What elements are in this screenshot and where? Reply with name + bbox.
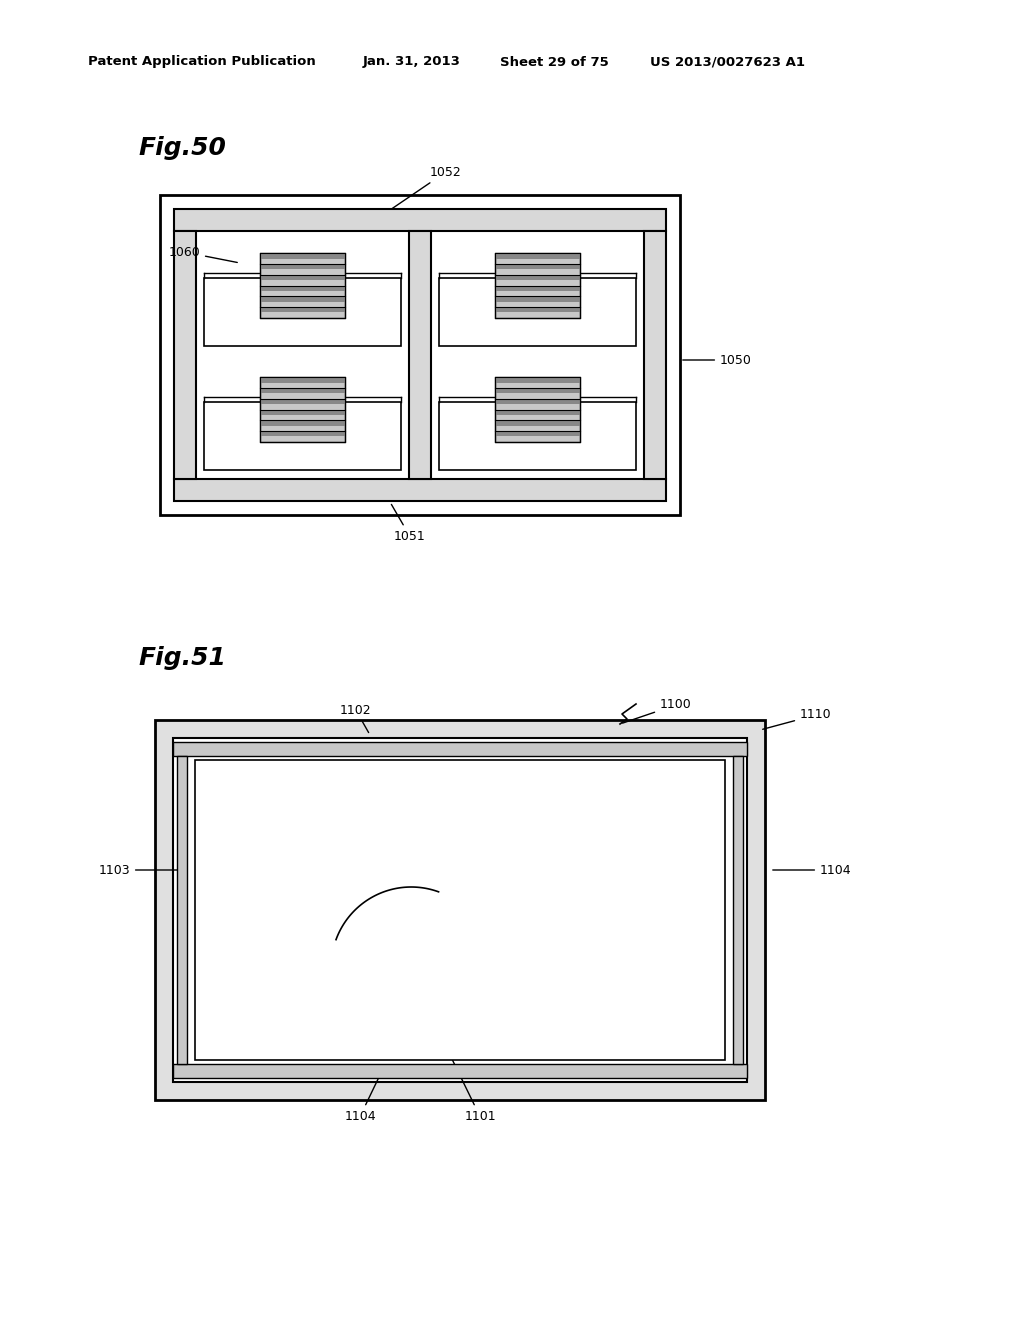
Bar	[260, 264, 345, 269]
Bar	[260, 432, 345, 437]
Bar	[495, 275, 581, 280]
Text: 1101: 1101	[452, 1057, 496, 1123]
Bar	[155, 719, 765, 1100]
Bar	[260, 388, 345, 393]
Text: US 2013/0027623 A1: US 2013/0027623 A1	[650, 55, 805, 69]
Bar	[260, 296, 345, 302]
Bar	[183, 748, 737, 1072]
Bar	[195, 760, 725, 1060]
Bar	[495, 296, 581, 302]
Bar	[495, 399, 581, 404]
Bar	[260, 308, 345, 313]
Bar	[439, 279, 636, 346]
Bar	[495, 308, 581, 313]
Bar	[495, 420, 581, 425]
Text: 1104: 1104	[344, 1077, 379, 1123]
Text: Jan. 31, 2013: Jan. 31, 2013	[362, 55, 461, 69]
Bar	[260, 275, 345, 280]
Bar	[495, 378, 581, 383]
Bar	[260, 378, 345, 442]
Bar	[260, 253, 345, 259]
Bar	[174, 231, 196, 479]
Bar	[409, 231, 431, 479]
Bar	[733, 756, 743, 1064]
Bar	[495, 253, 581, 259]
Bar	[260, 253, 345, 318]
Bar	[204, 403, 401, 470]
Bar	[260, 285, 345, 290]
Bar	[160, 195, 680, 515]
Bar	[644, 231, 666, 479]
Bar	[260, 420, 345, 425]
Text: 1060: 1060	[168, 246, 238, 263]
Bar	[495, 285, 581, 290]
Bar	[174, 209, 666, 231]
Bar	[495, 409, 581, 414]
Text: 1100: 1100	[623, 698, 692, 723]
Bar	[495, 388, 581, 393]
Text: Fig.51: Fig.51	[138, 645, 226, 671]
Text: 1050: 1050	[683, 354, 752, 367]
Text: Patent Application Publication: Patent Application Publication	[88, 55, 315, 69]
Bar	[260, 378, 345, 383]
Text: Fig.50: Fig.50	[138, 136, 226, 160]
Bar	[439, 403, 636, 470]
Bar	[260, 409, 345, 414]
Bar	[173, 742, 746, 756]
Bar	[495, 253, 581, 318]
Bar	[495, 264, 581, 269]
Text: 1102: 1102	[340, 704, 372, 733]
Text: Sheet 29 of 75: Sheet 29 of 75	[500, 55, 608, 69]
Bar	[173, 1064, 746, 1078]
Bar	[204, 279, 401, 346]
Bar	[177, 756, 187, 1064]
Text: 1110: 1110	[763, 709, 831, 729]
Bar	[174, 479, 666, 502]
Text: 1052: 1052	[392, 165, 462, 209]
Bar	[495, 432, 581, 437]
Text: 1051: 1051	[391, 504, 426, 543]
Text: 1104: 1104	[773, 863, 852, 876]
Text: 1103: 1103	[98, 863, 177, 876]
Bar	[495, 378, 581, 442]
Bar	[173, 738, 746, 1082]
Bar	[260, 399, 345, 404]
